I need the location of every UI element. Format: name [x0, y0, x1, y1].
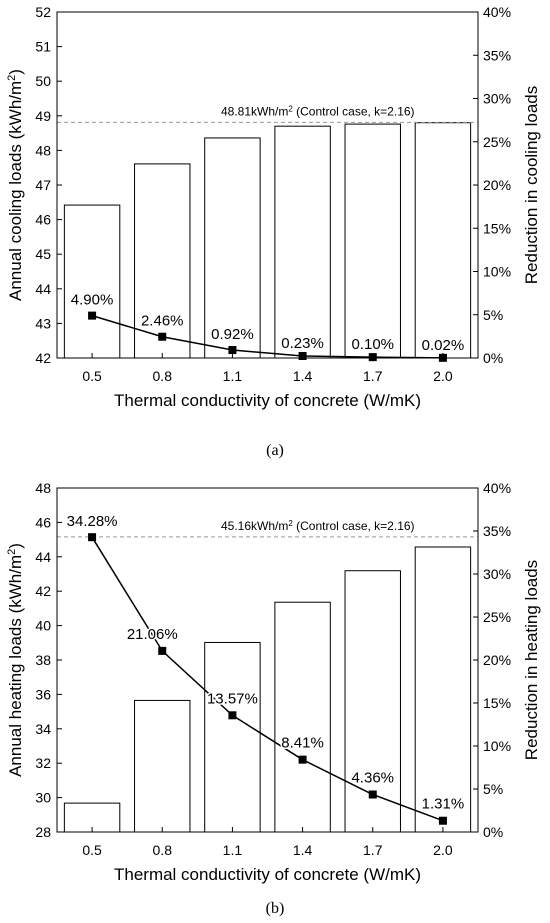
caption-b: (b) [265, 900, 285, 917]
reduction-label: 13.57% [207, 690, 258, 707]
reference-label: 45.16kWh/m2 (Control case, k=2.16) [221, 518, 415, 533]
x-tick-label: 0.8 [153, 368, 173, 384]
y-tick-label: 42 [35, 583, 51, 599]
y2-tick-label: 5% [483, 307, 503, 323]
y-tick-label: 28 [35, 824, 51, 840]
y2-tick-label: 25% [483, 134, 511, 150]
y2-tick-label: 10% [483, 264, 511, 280]
reduction-line [91, 536, 444, 822]
chart-panel-1: 45.16kWh/m2 (Control case, k=2.16) Annual… [6, 487, 541, 833]
y2-tick-label: 15% [483, 220, 511, 236]
bar [414, 546, 472, 833]
y-tick-label: 45 [35, 246, 51, 262]
reduction-point [158, 646, 167, 655]
y-tick-label: 42 [35, 350, 51, 366]
y2-tick-label: 10% [483, 738, 511, 754]
y2-tick-label: 40% [483, 4, 511, 20]
y-tick-label: 32 [35, 755, 51, 771]
y2-tick-label: 5% [483, 781, 503, 797]
bar [134, 699, 191, 833]
bar [204, 137, 261, 359]
y2-tick-label: 35% [483, 47, 511, 63]
y2-tick-label: 35% [483, 523, 511, 539]
bar [344, 570, 401, 833]
y-axis-title: Annual cooling loads (kWh/m2) [6, 69, 25, 301]
x-tick-label: 2.0 [433, 842, 453, 858]
reduction-label: 0.10% [351, 336, 394, 353]
y2-tick-label: 20% [483, 177, 511, 193]
x-axis-title: Thermal conductivity of concrete (W/mK) [114, 865, 421, 884]
y-tick-label: 51 [35, 39, 51, 55]
bar [344, 123, 401, 359]
x-tick-label: 0.5 [82, 842, 102, 858]
y2-tick-label: 25% [483, 609, 511, 625]
x-tick-label: 2.0 [433, 368, 453, 384]
y2-tick-label: 40% [483, 480, 511, 496]
y-tick-label: 52 [35, 4, 51, 20]
x-tick-label: 1.1 [223, 842, 243, 858]
x-axis-title: Thermal conductivity of concrete (W/mK) [114, 391, 421, 410]
y2-tick-label: 20% [483, 652, 511, 668]
reduction-label: 21.06% [127, 626, 178, 643]
reduction-point [228, 711, 237, 720]
y2-tick-label: 30% [483, 566, 511, 582]
y-tick-label: 44 [35, 281, 51, 297]
reduction-point [368, 790, 377, 799]
caption-a: (a) [266, 442, 284, 459]
reduction-point [158, 332, 167, 341]
reduction-label: 0.02% [422, 337, 465, 354]
reduction-point [88, 533, 97, 542]
y2-tick-label: 0% [483, 350, 503, 366]
reduction-line [91, 314, 443, 359]
y-tick-label: 50 [35, 73, 51, 89]
bar [414, 122, 472, 359]
y-tick-label: 43 [35, 315, 51, 331]
y-tick-label: 38 [35, 652, 51, 668]
reduction-label: 4.90% [71, 292, 114, 309]
bar [63, 204, 121, 359]
y-tick-label: 47 [35, 177, 51, 193]
bar [274, 601, 331, 833]
y2-tick-label: 15% [483, 695, 511, 711]
reduction-label: 2.46% [141, 313, 184, 330]
reduction-point [228, 346, 237, 355]
y-tick-label: 46 [35, 212, 51, 228]
reduction-label: 1.31% [422, 796, 465, 813]
y-tick-label: 46 [35, 514, 51, 530]
y-tick-label: 48 [35, 142, 51, 158]
x-tick-label: 0.8 [153, 842, 173, 858]
y-tick-label: 44 [35, 549, 51, 565]
reduction-label: 34.28% [67, 513, 118, 530]
y2-axis-title: Reduction in cooling loads [522, 86, 541, 284]
reduction-label: 8.41% [281, 735, 324, 752]
y-tick-label: 48 [35, 480, 51, 496]
reduction-point [438, 816, 447, 825]
x-tick-label: 1.1 [223, 368, 243, 384]
reduction-point [88, 311, 97, 320]
y2-tick-label: 0% [483, 824, 503, 840]
x-tick-label: 1.4 [293, 368, 313, 384]
reduction-label: 0.92% [211, 326, 254, 343]
y2-tick-label: 30% [483, 91, 511, 107]
y-tick-label: 49 [35, 108, 51, 124]
y-axis-title: Annual heating loads (kWh/m2) [6, 543, 25, 777]
y2-axis-title: Reduction in heating loads [522, 560, 541, 760]
reference-label: 48.81kWh/m2 (Control case, k=2.16) [221, 104, 415, 119]
x-tick-label: 1.4 [293, 842, 313, 858]
x-tick-label: 1.7 [363, 842, 383, 858]
y-tick-label: 36 [35, 686, 51, 702]
reduction-point [298, 755, 307, 764]
y-tick-label: 34 [35, 721, 51, 737]
chart-panel-0: 48.81kWh/m2 (Control case, k=2.16) Annual… [6, 11, 541, 362]
y-tick-label: 30 [35, 790, 51, 806]
bar [134, 163, 191, 359]
reduction-label: 4.36% [351, 770, 394, 787]
x-tick-label: 1.7 [363, 368, 383, 384]
y-tick-label: 40 [35, 618, 51, 634]
x-tick-label: 0.5 [82, 368, 102, 384]
reduction-label: 0.23% [281, 335, 324, 352]
bar [204, 641, 261, 833]
bar [274, 125, 331, 359]
